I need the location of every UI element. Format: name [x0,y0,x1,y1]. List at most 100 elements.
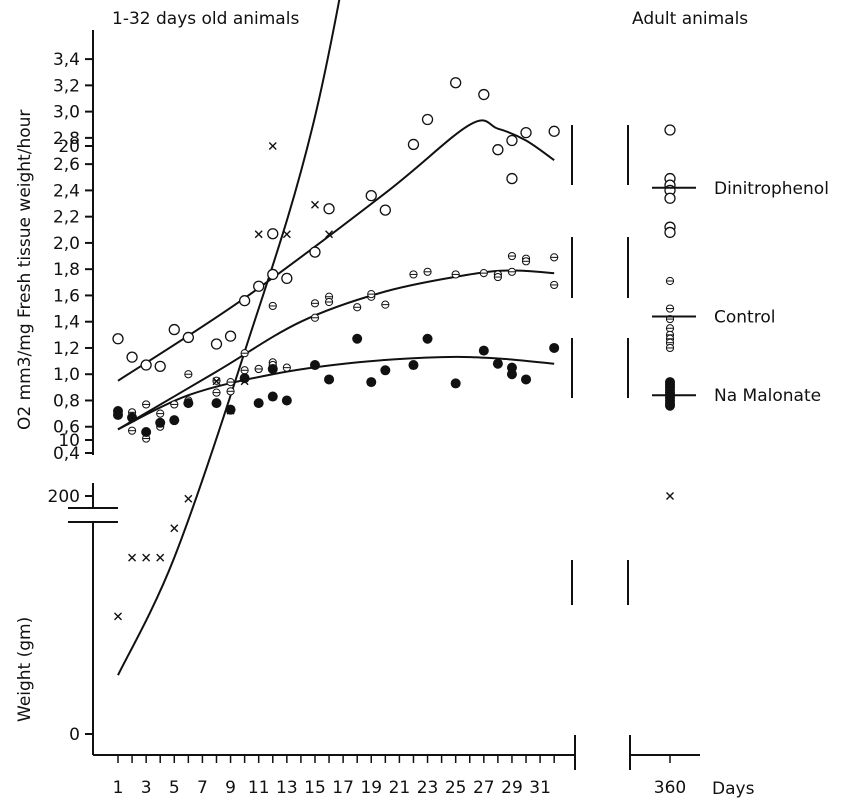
point-na-malonate [113,409,123,420]
y-axis-label-weight: Weight (gm) [15,617,35,722]
point-control [268,301,277,311]
x-tick-label: 27 [473,778,495,798]
point-control [310,313,320,322]
point-na-malonate [380,365,391,376]
x-tick-label: 3 [141,778,152,798]
y-tick-label-top: 1,0 [53,365,80,385]
point-dinitrophenol [365,190,377,202]
point-weight-b [142,553,151,562]
point-na-malonate [267,363,278,374]
point-dinitrophenol [506,134,518,147]
point-control [156,409,165,418]
x-tick-label: 23 [417,778,439,798]
y-tick-label-top: 1,4 [53,313,80,333]
ticks: 0,4 0,6 0,8 1,0 1,2 1,4 1,6 1,8 2,0 2,2 2,4 2,6 2,8 3… [48,50,687,798]
point-na-malonate [506,369,517,380]
point-weight [240,377,249,386]
adult-point-control [665,304,675,313]
point-control [423,267,432,276]
point-na-malonate [183,398,194,409]
point-control [282,363,291,372]
point-control [310,299,320,308]
y-tick-label-top: 1,6 [53,286,80,306]
adult-point-dinitrophenol [664,192,676,204]
point-na-malonate [141,426,152,437]
point-control [507,251,517,261]
y-tick-label-top: 2,2 [53,208,80,228]
y-tick-label-bottom: 10 [58,431,80,451]
x-axis-label: Days [712,779,755,799]
point-na-malonate [253,398,264,409]
x-tick-label: 19 [360,778,382,798]
y-tick-label-bottom: 0 [69,725,80,745]
point-weight-b [254,230,263,239]
point-na-malonate [155,417,166,428]
point-weight-b [226,406,235,415]
x-tick-label: 21 [389,778,411,798]
point-control [170,400,179,409]
point-weight [156,553,165,562]
point-na-malonate [169,415,180,426]
adult-point-weight-b [666,492,674,500]
point-weight-b [212,377,221,386]
point-dinitrophenol [309,246,321,258]
point-control [451,270,460,279]
point-control [240,349,249,358]
x-tick-label: 29 [501,778,523,798]
point-na-malonate [450,378,461,389]
data-points [112,77,676,621]
point-control [324,297,334,307]
point-dinitrophenol [379,204,391,216]
y-tick-label-top: 3,4 [53,50,80,70]
point-control [240,366,249,375]
title-adult-animals: Adult animals [632,9,748,29]
y-tick-label-top: 2,8 [53,129,80,149]
y-tick-label-top: 2,0 [53,234,80,254]
point-control [226,387,235,396]
point-weight [114,612,122,621]
point-control [353,303,362,312]
point-weight-b [282,230,291,239]
y-tick-label-top: 2,4 [53,181,80,201]
point-dinitrophenol [520,126,532,139]
point-na-malonate [127,412,138,423]
point-dinitrophenol [112,333,124,345]
point-weight-b [128,553,137,562]
point-dinitrophenol [140,359,152,371]
point-na-malonate [352,333,363,344]
point-control [367,290,376,299]
point-control [212,388,221,397]
y-axis-label-oxygen: O2 mm3/mg Fresh tissue weight/hour [15,110,35,430]
point-weight-b [114,612,122,621]
y-tick-label-top: 1,8 [53,260,80,280]
y-tick-label-break: 200 [48,487,80,507]
point-na-malonate [478,345,489,356]
point-weight [282,230,291,239]
point-control [381,300,390,309]
y-tick-label-top: 2,6 [53,155,80,175]
point-na-malonate [267,391,278,402]
axes [68,30,700,770]
fit-weight [117,0,341,676]
x-tick-label: 7 [197,778,208,798]
point-na-malonate [324,374,335,385]
adult-point-control [665,276,675,286]
x-tick-label: 5 [169,778,180,798]
x-tick-label: 13 [276,778,298,798]
point-control [550,280,559,290]
point-na-malonate [422,333,433,344]
adult-point-dinitrophenol [664,226,676,239]
x-tick-label: 15 [304,778,326,798]
point-weight [268,142,277,150]
point-na-malonate [239,373,250,384]
point-weight-b [240,377,249,386]
x-tick-label: 11 [248,778,270,798]
x-tick-label: 17 [332,778,354,798]
point-dinitrophenol [267,228,279,240]
point-weight [226,406,235,415]
y-tick-label-top: 0,6 [53,418,80,438]
point-dinitrophenol [450,77,462,89]
point-weight-b [170,524,179,533]
point-weight-b [310,200,319,209]
legend: Dinitrophenol Control Na Malonate [652,179,829,406]
